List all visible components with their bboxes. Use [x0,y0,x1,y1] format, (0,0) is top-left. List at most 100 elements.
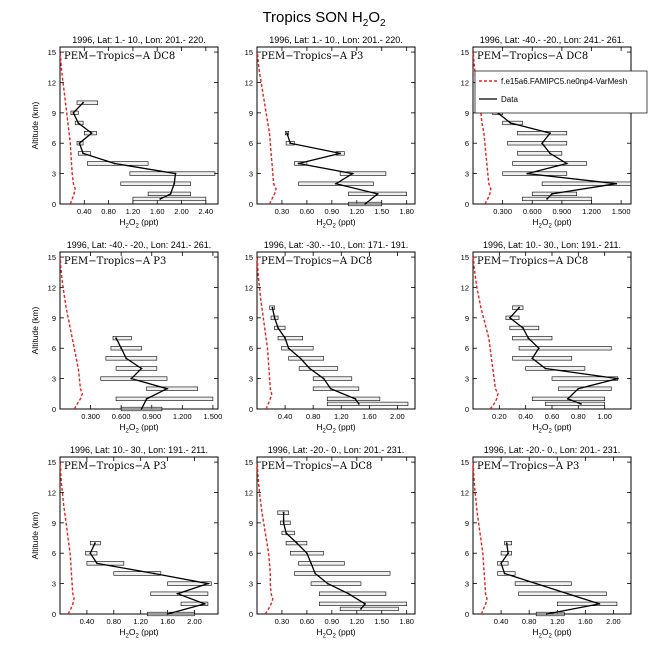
x-tick-label: 2.00 [606,617,621,626]
x-tick-label: 2.40 [199,207,214,216]
x-axis-label-part: H [532,422,538,432]
model-profile-line [256,257,273,410]
x-axis-label: H2O2 (ppt) [119,627,158,640]
x-tick-label: 1.50 [374,617,389,626]
obs-point [347,592,350,595]
obs-range-bar [105,356,158,361]
obs-range-bar [167,581,212,586]
obs-point [72,111,75,114]
obs-point [551,192,553,195]
x-axis-label-part: (ppt) [139,422,159,432]
x-tick-label: 1.20 [334,412,349,421]
obs-point [322,377,325,380]
y-tick-label: 12 [461,78,469,87]
model-profile-line [472,462,488,615]
campaign-label: PEM−Tropics−A DC8 [261,256,372,267]
x-axis-label-part: 2 [548,634,552,640]
obs-point [507,552,510,555]
y-tick-label: 6 [52,344,56,353]
panel-2: 1996, Lat: 1.- 10., Lon: 201.- 220. PEM−T… [245,35,416,230]
x-axis-label-part: H [316,217,322,227]
obs-point [166,387,168,390]
campaign-label: PEM−Tropics−A P3 [261,51,363,62]
campaign-label: PEM−Tropics−A DC8 [477,256,588,267]
obs-point [89,552,92,555]
y-tick-label: 6 [249,549,253,558]
x-axis-label-part: O [542,627,549,637]
plot-frame [472,456,632,615]
x-axis-label-part: H [119,627,125,637]
y-tick-label: 12 [245,283,253,292]
y-tick-label: 15 [48,253,56,262]
obs-point [505,542,508,544]
y-tick-label: 3 [465,170,469,179]
obs-point [273,316,276,319]
obs-point [518,306,520,309]
x-tick-label: 0.60 [300,207,315,216]
y-tick-label: 6 [249,139,253,148]
x-tick-label: 1.60 [578,617,593,626]
x-tick-label: 0.80 [101,207,116,216]
y-tick-label: 12 [245,488,253,497]
x-axis-label-part: O [129,627,136,637]
x-tick-label: 2.00 [174,207,189,216]
x-axis-label-part: 2 [125,634,129,640]
obs-range-bar [279,520,291,525]
y-tick-label: 15 [245,48,253,57]
x-tick-label: 2.00 [390,412,405,421]
obs-point [310,562,312,565]
panel-header: 1996, Lat: -20.- 0., Lon: 201.- 231. [484,445,621,455]
y-tick-label: 9 [52,519,56,528]
legend-obs-label: Data [501,95,518,104]
panel-1: 1996, Lat: 1.- 10., Lon: 201.- 220. PEM−T… [30,35,219,230]
obs-point [277,327,279,329]
y-tick-label: 9 [52,109,56,118]
panel-7: 1996, Lat: 10.- 30., Lon: 191.- 211. PEM−… [30,445,219,640]
obs-point [364,203,367,205]
x-tick-label: 1.20 [133,617,148,626]
obs-range-bar [517,151,563,156]
obs-point [364,602,367,605]
x-tick-label: 1.60 [362,412,377,421]
obs-point [299,357,302,360]
obs-range-bar [312,376,353,381]
obs-point [207,582,209,585]
y-axis-label: Altitude (km) [30,511,40,559]
panel-5: 1996, Lat: -30.- -10., Lon: 171.- 191. PE… [245,240,416,435]
y-tick-label: 15 [461,458,469,467]
obs-point [544,367,547,370]
y-axis-label: Altitude (km) [30,101,40,149]
x-axis-label-part: 2 [322,634,326,640]
obs-range-bar [512,335,553,341]
obs-point [508,316,511,319]
obs-point [527,337,530,339]
obs-range-bar [522,196,592,202]
x-axis-label-part: 2 [135,429,139,435]
obs-point [598,602,601,605]
x-tick-label: 1.60 [150,207,165,216]
obs-point [308,367,311,370]
obs-point [351,172,354,175]
obs-range-bar [512,161,587,166]
x-axis-label-part: H [316,422,322,432]
x-tick-label: 1.20 [550,617,565,626]
obs-point [509,122,512,124]
y-tick-label: 12 [461,283,469,292]
x-tick-label: 0.40 [80,617,95,626]
campaign-label: PEM−Tropics−A P3 [477,461,579,472]
obs-range-bar [500,551,512,556]
x-axis-label-part: 2 [135,224,139,230]
x-axis-label: H2O2 (ppt) [119,422,158,435]
obs-point [153,572,156,575]
x-axis-label-part: 2 [548,224,552,230]
x-axis-label-part: O [326,627,333,637]
obs-point [77,122,80,124]
obs-range-bar [535,611,565,617]
model-profile-line [256,462,274,615]
y-tick-label: 12 [48,78,56,87]
x-tick-label: 0.900 [552,207,571,216]
panel-4: 1996, Lat: -40.- -20., Lon: 241.- 261. PE… [30,240,222,435]
x-axis-label-part: 2 [322,429,326,435]
model-profile-line [256,52,277,205]
x-tick-label: 0.90 [325,207,340,216]
